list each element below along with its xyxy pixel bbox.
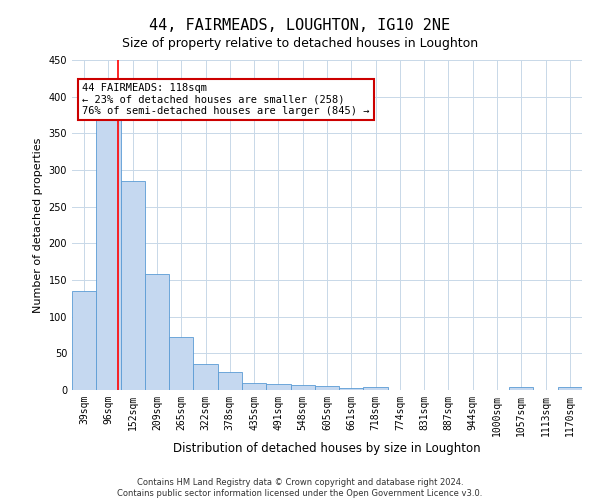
Bar	[242, 382, 266, 390]
Bar	[145, 274, 169, 390]
Bar	[121, 181, 145, 390]
Bar	[339, 388, 364, 390]
Bar	[509, 387, 533, 390]
Text: Size of property relative to detached houses in Loughton: Size of property relative to detached ho…	[122, 38, 478, 51]
Text: 44, FAIRMEADS, LOUGHTON, IG10 2NE: 44, FAIRMEADS, LOUGHTON, IG10 2NE	[149, 18, 451, 32]
Bar	[364, 387, 388, 390]
Bar	[169, 337, 193, 390]
Bar	[193, 364, 218, 390]
Text: Contains HM Land Registry data © Crown copyright and database right 2024.
Contai: Contains HM Land Registry data © Crown c…	[118, 478, 482, 498]
Bar	[72, 291, 96, 390]
Bar	[315, 386, 339, 390]
Bar	[558, 387, 582, 390]
Y-axis label: Number of detached properties: Number of detached properties	[33, 138, 43, 312]
X-axis label: Distribution of detached houses by size in Loughton: Distribution of detached houses by size …	[173, 442, 481, 454]
Bar	[266, 384, 290, 390]
Text: 44 FAIRMEADS: 118sqm
← 23% of detached houses are smaller (258)
76% of semi-deta: 44 FAIRMEADS: 118sqm ← 23% of detached h…	[82, 83, 370, 116]
Bar	[290, 385, 315, 390]
Bar	[218, 372, 242, 390]
Bar	[96, 115, 121, 390]
